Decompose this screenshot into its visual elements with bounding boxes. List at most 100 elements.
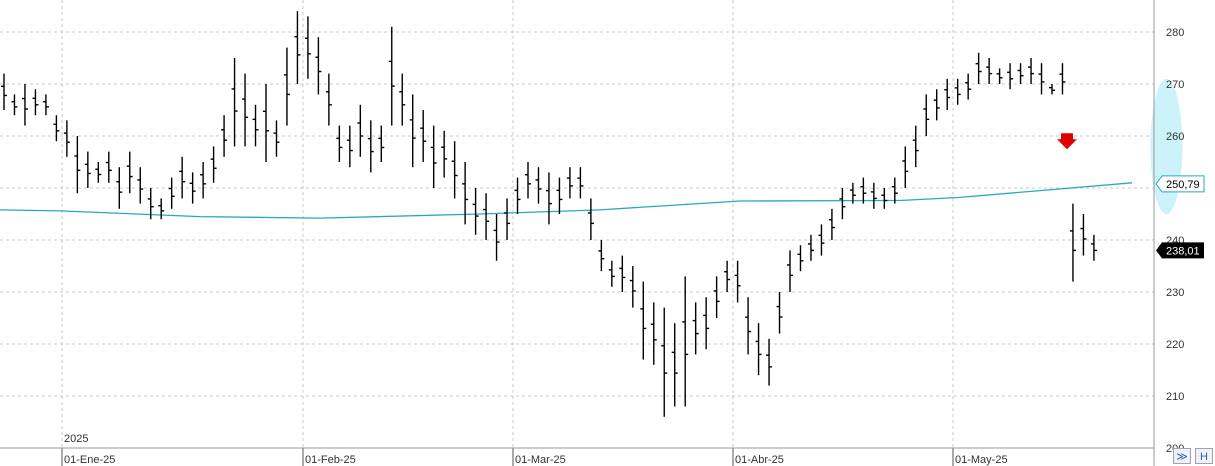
ohlc-bar <box>84 151 91 188</box>
ohlc-bar <box>975 52 982 84</box>
ohlc-bar <box>545 172 552 225</box>
ohlc-bar <box>839 188 846 220</box>
ohlc-bar <box>849 182 856 204</box>
ohlc-bar <box>745 297 752 355</box>
ohlc-bar <box>640 281 647 360</box>
sell-signal-arrow-icon <box>1057 133 1077 150</box>
ohlc-bar <box>818 224 825 256</box>
ohlc-bar <box>304 16 311 79</box>
ohlc-bar <box>661 307 668 417</box>
ohlc-bar <box>315 37 322 95</box>
ohlc-bar <box>1069 203 1076 282</box>
ohlc-bar <box>221 115 228 157</box>
ohlc-bar <box>860 177 867 204</box>
ohlc-bar <box>1059 63 1066 95</box>
ohlc-bar <box>21 84 28 126</box>
moving-average-line <box>0 182 1133 219</box>
ohlc-bar <box>619 255 626 292</box>
x-tick-label: 01-Mar-25 <box>515 454 566 466</box>
ohlc-bar <box>294 11 301 84</box>
y-tick-label: 270 <box>1166 79 1184 91</box>
ohlc-bar <box>671 323 678 407</box>
ohlc-bar <box>734 260 741 303</box>
x-tick-label: 01-Feb-25 <box>305 454 356 466</box>
ohlc-bar <box>189 172 196 204</box>
ohlc-bar <box>891 177 898 204</box>
ohlc-bar <box>1007 63 1014 90</box>
ohlc-bar <box>493 214 500 261</box>
ohlc-bar <box>210 146 217 183</box>
y-tick-label: 210 <box>1166 391 1184 403</box>
ohlc-bar <box>556 177 563 214</box>
ohlc-bar <box>357 104 364 157</box>
ohlc-bar <box>629 266 636 308</box>
ohlc-bar <box>766 338 773 386</box>
x-tick-label: 01-May-25 <box>955 454 1008 466</box>
x-tick-label: 01-Abr-25 <box>735 454 784 466</box>
x-tick-label: 01-Ene-25 <box>64 454 115 466</box>
save-chart-icon[interactable]: H <box>1195 448 1213 464</box>
axis-layer: 28027026025024023022021020001-Ene-2501-F… <box>0 0 1184 466</box>
ohlc-bar <box>325 73 332 126</box>
ohlc-bar <box>472 188 479 235</box>
ohlc-bar <box>755 323 762 376</box>
ohlc-bar <box>462 162 469 225</box>
ohlc-bar <box>409 94 416 168</box>
ohlc-bar <box>168 177 175 209</box>
ohlc-bar <box>902 146 909 188</box>
ohlc-bar <box>587 198 594 240</box>
y-tick-label: 260 <box>1166 131 1184 143</box>
ohlc-bar <box>231 58 238 147</box>
ohlc-bar <box>1090 234 1097 261</box>
ohlc-bar <box>870 182 877 209</box>
last-price-tag <box>1156 242 1204 259</box>
ohlc-bar <box>923 94 930 136</box>
ohlc-bar <box>703 297 710 350</box>
ohlc-bar <box>242 73 249 147</box>
chart-settings-icon[interactable]: ≫ <box>1173 448 1191 464</box>
ohlc-bar <box>179 156 186 199</box>
ohlc-bar <box>147 188 154 220</box>
ohlc-bar <box>367 120 374 173</box>
ohlc-bar <box>283 47 290 126</box>
moving-average-layer <box>0 133 1133 219</box>
ohlc-bar <box>1028 58 1035 84</box>
ohlc-bar <box>430 125 437 188</box>
ohlc-bar <box>74 136 81 194</box>
ohlc-bars-layer <box>1 11 1097 417</box>
ohlc-bar <box>776 292 783 334</box>
y-tick-label: 220 <box>1166 339 1184 351</box>
ohlc-bar <box>63 120 70 157</box>
moving-average-tag-label: 250,79 <box>1166 179 1200 191</box>
ohlc-bar <box>1080 214 1087 256</box>
price-tags-layer: 250,79 238,01 <box>1155 175 1205 259</box>
ohlc-bar <box>996 68 1003 84</box>
ohlc-bar <box>954 78 961 105</box>
ohlc-bar <box>566 167 573 199</box>
ohlc-bar <box>682 276 689 407</box>
ohlc-bar <box>336 125 343 162</box>
ohlc-bar <box>42 94 49 116</box>
ohlc-bar <box>346 125 353 168</box>
ohlc-bar <box>1038 63 1045 95</box>
ohlc-bar <box>388 26 395 126</box>
ohlc-bar <box>105 151 112 183</box>
ohlc-bar <box>577 167 584 199</box>
ohlc-bar <box>912 125 919 168</box>
ohlc-bar <box>1049 84 1055 95</box>
ohlc-bar <box>1017 63 1024 84</box>
ohlc-bar <box>608 260 615 287</box>
ohlc-bar <box>807 234 814 261</box>
y-tick-label: 230 <box>1166 287 1184 299</box>
ohlc-bar <box>525 162 531 199</box>
ohlc-bar <box>965 73 972 100</box>
ohlc-bar <box>11 94 18 116</box>
ohlc-bar <box>451 141 458 199</box>
ohlc-bar <box>797 245 804 272</box>
ohlc-bar <box>933 89 940 121</box>
ohlc-bar <box>986 58 993 84</box>
ohlc-bar <box>399 73 406 126</box>
ohlc-bar <box>514 177 521 214</box>
ohlc-bar <box>137 167 144 204</box>
ohlc-bar <box>504 198 511 240</box>
